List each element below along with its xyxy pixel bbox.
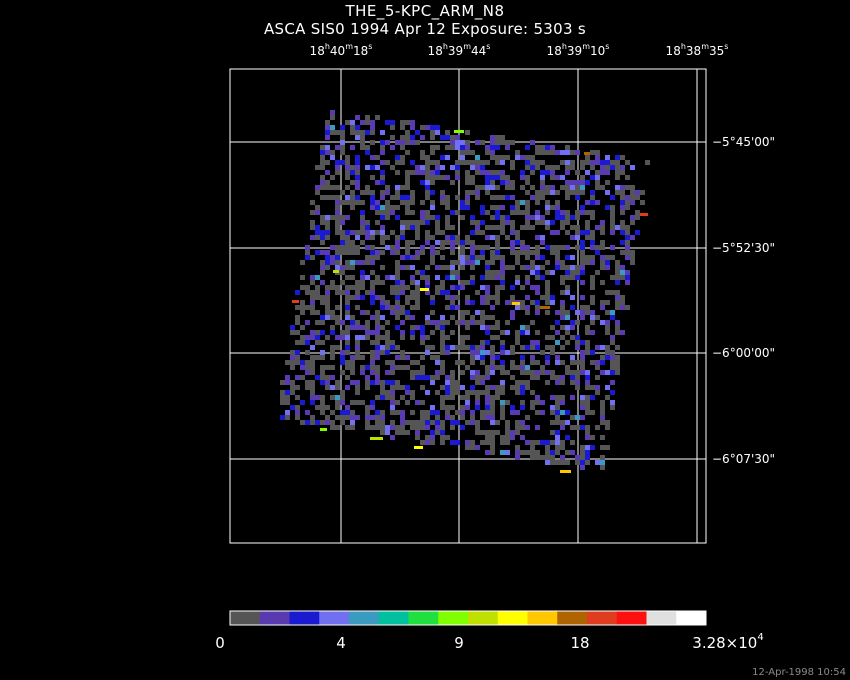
colorbar-swatch — [349, 611, 380, 625]
colorbar-swatch — [676, 611, 707, 625]
colorbar-swatch — [527, 611, 558, 625]
ra-tick-label: 18h40m18s — [309, 42, 373, 59]
colorbar-swatch — [259, 611, 290, 625]
detector-image — [280, 110, 650, 473]
colorbar-max-label: 3.28×104 — [692, 632, 764, 653]
colorbar-label: 0 — [215, 634, 225, 652]
colorbar-swatch — [289, 611, 320, 625]
observation-subtitle: ASCA SIS0 1994 Apr 12 Exposure: 5303 s — [264, 20, 586, 38]
colorbar-swatch — [230, 611, 261, 625]
colorbar-swatch — [438, 611, 469, 625]
colorbar-label: 18 — [570, 634, 590, 652]
image-title: THE_5-KPC_ARM_N8 — [345, 2, 505, 20]
plot-frame — [229, 68, 707, 544]
dec-tick-label: −5°45'00" — [712, 135, 776, 149]
dec-tick-label: −6°00'00" — [712, 346, 776, 360]
timestamp: 12-Apr-1998 10:54 — [752, 667, 846, 678]
ra-tick-label: 18h39m10s — [546, 42, 610, 59]
colorbar-swatch — [497, 611, 528, 625]
colorbar-swatch — [616, 611, 647, 625]
colorbar-label: 9 — [454, 634, 464, 652]
ra-tick-label: 18h39m44s — [427, 42, 491, 59]
colorbar-label: 4 — [336, 634, 346, 652]
colorbar-frame — [229, 610, 707, 626]
ra-tick-label: 18h38m35s — [665, 42, 729, 59]
colorbar-swatch — [319, 611, 350, 625]
colorbar-swatch — [646, 611, 677, 625]
colorbar-swatch — [408, 611, 439, 625]
colorbar-swatch — [468, 611, 499, 625]
color-scale-bar — [229, 610, 707, 626]
dec-tick-label: −6°07'30" — [712, 452, 776, 466]
dec-tick-label: −5°52'30" — [712, 241, 776, 255]
colorbar-swatch — [378, 611, 409, 625]
colorbar-swatch — [557, 611, 588, 625]
colorbar-swatch — [587, 611, 618, 625]
